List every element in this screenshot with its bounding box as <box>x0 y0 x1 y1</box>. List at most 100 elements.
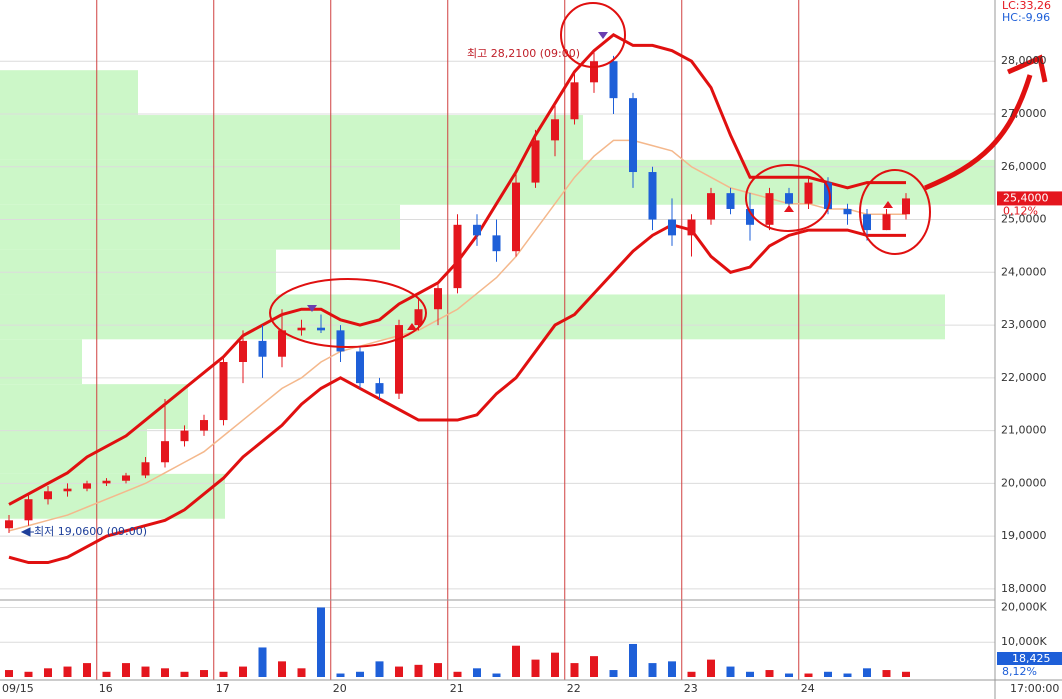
candle-body <box>83 483 91 489</box>
profile-bar <box>0 204 400 250</box>
candle-body <box>590 61 598 83</box>
candle-body <box>375 383 384 394</box>
candle-body <box>24 499 33 521</box>
candle-body <box>551 119 559 141</box>
low-label: 최저 19,0600 (09:00) <box>34 525 147 538</box>
volume-bar <box>726 666 735 677</box>
candle-body <box>200 420 208 431</box>
high-label: 최고 28,2100 (09:00) <box>467 47 580 60</box>
volume-bar <box>356 671 364 677</box>
candle-body <box>219 362 228 421</box>
candle-body <box>317 327 325 331</box>
volume-bar <box>278 661 286 677</box>
y-tick-label: 25,0000 <box>1001 213 1047 226</box>
x-tick-label: 17 <box>216 682 230 695</box>
candle-body <box>180 430 189 442</box>
profile-bar <box>0 294 945 340</box>
lc-label: LC:33,26 <box>1002 0 1051 12</box>
volume-bar <box>395 666 403 677</box>
candle-body <box>531 140 540 183</box>
volume-box-label: 18,425 <box>1012 652 1051 665</box>
y-tick-label: 28,0000 <box>1001 54 1047 67</box>
volume-box <box>997 652 1062 665</box>
volume-bar <box>336 673 345 677</box>
volume-bar <box>122 663 130 677</box>
candle-body <box>824 182 832 209</box>
volume-bar <box>239 666 247 677</box>
volume-bar <box>180 671 189 677</box>
y-tick-label: 26,0000 <box>1001 160 1047 173</box>
candle-body <box>297 327 306 331</box>
candle-body <box>570 82 579 120</box>
candle-body <box>492 235 501 252</box>
candle-body <box>726 193 735 209</box>
volume-tick-label: 10,000K <box>1001 635 1047 648</box>
volume-bar <box>609 670 618 677</box>
volume-bar <box>882 670 891 677</box>
candle-body <box>161 441 169 463</box>
volume-bar <box>512 645 520 677</box>
candle-body <box>882 214 891 231</box>
candle-body <box>141 462 150 476</box>
candle-body <box>746 208 754 225</box>
y-tick-label: 23,0000 <box>1001 318 1047 331</box>
volume-box-change: 8,12% <box>1002 665 1037 678</box>
moving-average <box>8 139 906 532</box>
volume-bar <box>863 668 871 677</box>
volume-bar <box>765 670 774 677</box>
volume-bar <box>648 663 657 677</box>
volume-bar <box>668 661 676 677</box>
candle-body <box>863 214 871 231</box>
profile-bar <box>0 384 188 430</box>
candle-body <box>453 224 462 289</box>
circle <box>560 2 626 68</box>
candle-body <box>434 288 442 310</box>
y-tick-label: 20,0000 <box>1001 476 1047 489</box>
x-tick-label: 20 <box>333 682 347 695</box>
band-lower <box>8 223 906 565</box>
current-price-label: 25,4000 <box>1003 191 1049 204</box>
trend-arrow-head <box>1006 54 1048 83</box>
volume-bar <box>824 671 832 677</box>
hc-label: HC:-9,96 <box>1002 11 1050 24</box>
volume-bar <box>5 670 13 677</box>
volume-bar <box>687 671 696 677</box>
volume-bar <box>746 671 754 677</box>
volume-bar <box>551 652 559 677</box>
candle-body <box>395 325 403 394</box>
y-tick-label: 19,0000 <box>1001 529 1047 542</box>
volume-bar <box>83 663 91 677</box>
volume-bar <box>629 643 637 677</box>
candle-body <box>843 208 852 215</box>
volume-bar <box>570 663 579 677</box>
circle <box>269 278 427 348</box>
candle-body <box>258 340 267 357</box>
candle-body <box>785 193 793 204</box>
volume-bar <box>531 659 540 677</box>
x-tick-label: 09/15 <box>2 682 34 695</box>
current-price-box <box>997 191 1062 206</box>
time-label: 17:00:00 <box>1010 682 1059 695</box>
volume-bar <box>161 668 169 677</box>
candle-body <box>473 224 481 236</box>
x-tick-label: 23 <box>684 682 698 695</box>
candle-body <box>512 182 520 252</box>
y-tick-label: 27,0000 <box>1001 107 1047 120</box>
volume-bar <box>102 671 111 677</box>
volume-bar <box>843 673 852 677</box>
volume-bar <box>141 666 150 677</box>
profile-bar <box>0 70 138 116</box>
y-tick-label: 22,0000 <box>1001 371 1047 384</box>
volume-bar <box>590 656 598 677</box>
x-tick-label: 16 <box>99 682 113 695</box>
low-pointer <box>20 527 34 537</box>
profile-bar <box>0 339 82 385</box>
volume-bar <box>414 664 423 677</box>
volume-bar <box>707 659 715 677</box>
candle-body <box>609 61 618 99</box>
volume-bar <box>434 663 442 677</box>
x-tick-label: 21 <box>450 682 464 695</box>
candle-body <box>336 330 345 352</box>
candle-body <box>239 340 247 363</box>
